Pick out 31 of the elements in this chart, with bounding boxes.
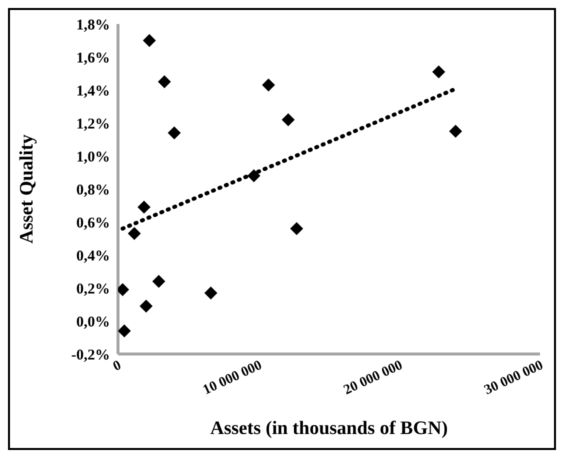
x-tick-label: 20 000 000 bbox=[342, 358, 406, 398]
point bbox=[128, 227, 141, 240]
y-tick-label: 0,2% bbox=[76, 281, 110, 298]
point bbox=[118, 324, 131, 338]
y-tick-label: 1,2% bbox=[76, 116, 110, 132]
point bbox=[282, 113, 295, 126]
y-tick-label: 1,8% bbox=[76, 17, 110, 34]
y-tick-label: 1,4% bbox=[76, 83, 110, 100]
y-tick-label: 1,6% bbox=[76, 50, 110, 66]
x-axis-title: Assets (in thousands of BGN) bbox=[210, 418, 448, 439]
point bbox=[152, 274, 166, 288]
y-tick-label: 0,8% bbox=[76, 182, 110, 198]
point bbox=[168, 126, 181, 140]
x-tick-label: 10 000 000 bbox=[200, 358, 264, 398]
y-tick-label: 1,0% bbox=[76, 149, 110, 166]
y-tick-label: 0,6% bbox=[76, 215, 110, 232]
point bbox=[432, 65, 446, 78]
x-tick-label: 0 bbox=[111, 358, 124, 375]
point bbox=[262, 78, 276, 92]
y-tick-label: 0,0% bbox=[76, 314, 110, 330]
point bbox=[138, 200, 151, 214]
y-tick-label: 0,4% bbox=[76, 248, 110, 264]
point bbox=[140, 300, 153, 313]
y-axis-title: Asset Quality bbox=[16, 134, 38, 244]
x-tick-label: 30 000 000 bbox=[482, 358, 546, 398]
point bbox=[449, 124, 462, 138]
point bbox=[204, 286, 218, 300]
point bbox=[158, 75, 171, 88]
point bbox=[290, 222, 304, 236]
point bbox=[142, 34, 156, 47]
y-tick-label: -0,2% bbox=[71, 347, 110, 364]
